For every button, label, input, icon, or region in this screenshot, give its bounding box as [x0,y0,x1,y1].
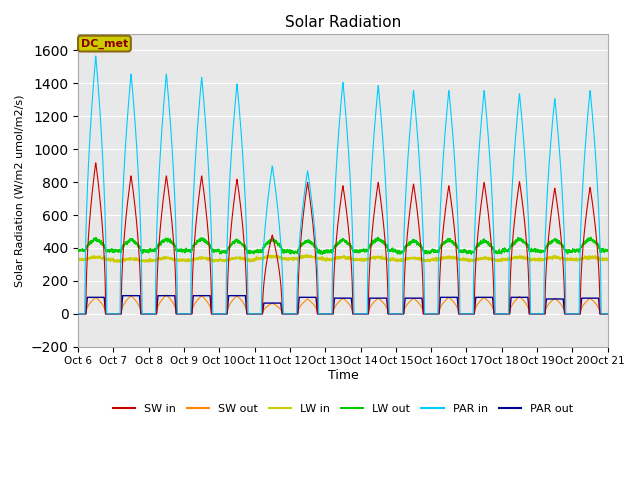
PAR in [74,311,82,317]
PAR out [170,293,177,299]
SW in [74,311,82,317]
SW in [92,160,100,166]
LW out [587,234,595,240]
Line: PAR in: PAR in [78,56,608,314]
SW in [170,237,177,243]
SW in [604,311,612,317]
Y-axis label: Solar Radiation (W/m2 umol/m2/s): Solar Radiation (W/m2 umol/m2/s) [15,94,25,287]
SW out [163,292,170,298]
LW in [323,255,331,261]
PAR in [433,311,440,317]
SW in [323,311,331,317]
PAR in [461,311,469,317]
PAR out [461,311,469,317]
LW in [113,259,121,265]
SW in [604,311,611,317]
PAR in [170,168,177,174]
PAR out [323,311,331,317]
SW out [492,311,499,317]
Line: SW in: SW in [78,163,608,314]
PAR out [433,311,440,317]
LW out [170,241,177,247]
SW out [604,311,611,317]
LW in [604,256,611,262]
SW out [170,301,177,307]
LW out [467,252,475,257]
LW out [74,247,82,253]
LW out [461,249,469,254]
SW in [433,311,440,317]
SW in [492,311,499,317]
PAR out [604,311,611,317]
LW out [604,249,611,254]
LW out [323,248,331,254]
Legend: SW in, SW out, LW in, LW out, PAR in, PAR out: SW in, SW out, LW in, LW out, PAR in, PA… [108,399,577,418]
Title: Solar Radiation: Solar Radiation [285,15,401,30]
LW out [432,250,440,255]
PAR in [92,53,100,59]
SW out [461,311,469,317]
LW in [433,257,440,263]
PAR in [492,311,499,317]
PAR out [604,311,612,317]
Line: LW in: LW in [78,255,608,262]
X-axis label: Time: Time [328,369,358,382]
LW in [604,257,612,263]
Line: PAR out: PAR out [78,296,608,314]
Line: SW out: SW out [78,295,608,314]
PAR in [604,311,611,317]
SW out [74,311,82,317]
LW out [492,250,499,256]
PAR in [604,311,612,317]
LW in [461,256,469,262]
SW in [461,311,469,317]
SW out [433,311,440,317]
LW in [303,252,310,258]
PAR out [492,311,499,317]
Text: DC_met: DC_met [81,38,128,49]
Line: LW out: LW out [78,237,608,254]
SW out [604,311,612,317]
LW in [74,256,82,262]
SW out [323,311,331,317]
LW in [492,258,499,264]
PAR out [74,311,82,317]
LW out [604,248,612,254]
PAR in [323,311,331,317]
LW in [170,255,177,261]
PAR out [119,293,127,299]
